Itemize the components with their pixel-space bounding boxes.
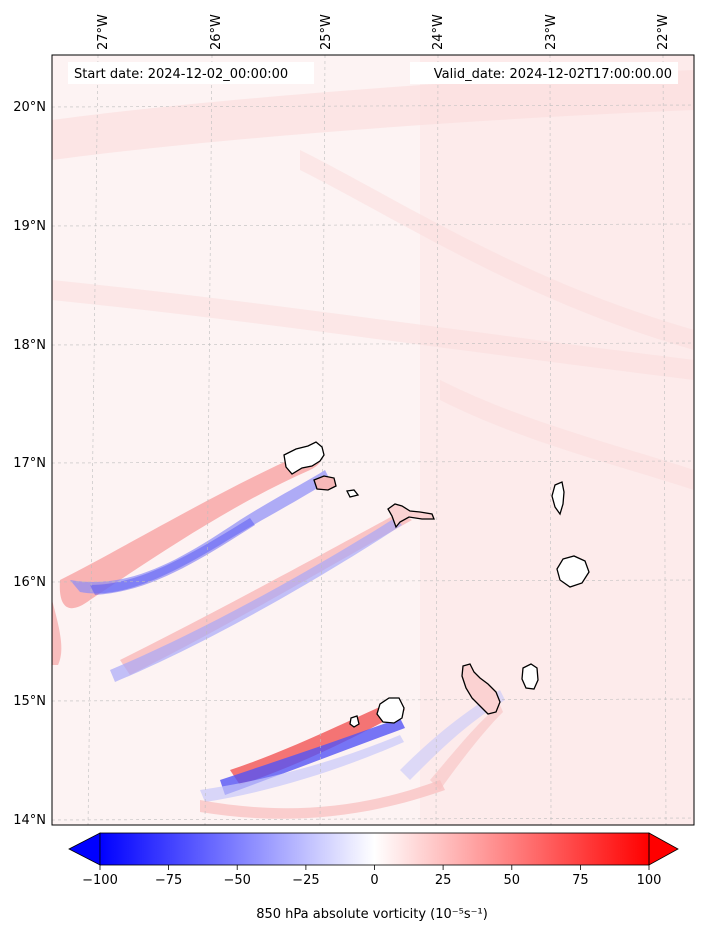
latitude-labels: 20°N 19°N 18°N 17°N 16°N 15°N 14°N	[13, 100, 46, 828]
start-date-box	[68, 62, 314, 84]
lon-label-22w: 22°W	[656, 14, 671, 50]
longitude-labels: 27°W 26°W 25°W 24°W 23°W 22°W	[96, 14, 671, 50]
coastlines	[283, 441, 590, 728]
colorbar-min-extension	[68, 832, 101, 866]
island-santiago	[461, 663, 501, 715]
colorbar-tick-label: −50	[223, 873, 250, 888]
colorbar-ticks	[99, 865, 650, 870]
island-sao-nicolau	[387, 503, 435, 529]
colorbar-tick-label: 50	[504, 873, 521, 888]
colorbar-max-extension	[648, 832, 679, 866]
lat-label-19n: 19°N	[13, 219, 46, 234]
lat-label-14n: 14°N	[13, 813, 46, 828]
lat-label-15n: 15°N	[13, 694, 46, 709]
colorbar-tick-label: 100	[637, 873, 662, 888]
island-maio	[521, 663, 539, 690]
island-sal	[551, 481, 565, 516]
gridlines	[52, 55, 694, 825]
island-brava	[349, 715, 360, 728]
map-panel	[51, 54, 695, 826]
colorbar-label: 850 hPa absolute vorticity (10⁻⁵s⁻¹)	[256, 907, 488, 922]
lat-label-20n: 20°N	[13, 100, 46, 115]
island-santo-antao	[283, 441, 325, 475]
colorbar-tick-label: 0	[370, 873, 378, 888]
island-fogo	[376, 697, 405, 724]
map-frame	[51, 54, 695, 826]
island-sao-vicente	[313, 475, 337, 491]
colorbar-tick-label: −25	[292, 873, 319, 888]
colorbar-gradient	[100, 833, 649, 865]
lon-label-27w: 27°W	[96, 14, 111, 50]
lon-label-24w: 24°W	[431, 14, 446, 50]
date-info: Start date: 2024-12-02_00:00:00 Valid_da…	[68, 62, 678, 84]
island-santa-luzia	[346, 489, 360, 498]
colorbar-tick-label: 75	[572, 873, 589, 888]
colorbar-tick-label: 25	[435, 873, 452, 888]
lon-label-25w: 25°W	[319, 14, 334, 50]
lat-label-18n: 18°N	[13, 338, 46, 353]
lat-label-17n: 17°N	[13, 456, 46, 471]
valid-date-box	[410, 62, 678, 84]
start-date-label: Start date: 2024-12-02_00:00:00	[74, 67, 288, 82]
lon-label-23w: 23°W	[544, 14, 559, 50]
vorticity-field	[52, 55, 694, 825]
lat-label-16n: 16°N	[13, 575, 46, 590]
colorbar-tick-label: −100	[82, 873, 118, 888]
valid-date-label: Valid_date: 2024-12-02T17:00:00.00	[434, 67, 672, 82]
lon-label-26w: 26°W	[209, 14, 224, 50]
colorbar-tick-label: −75	[155, 873, 182, 888]
colorbar: −100 −75 −50 −25 0 25 50 75 100 850 hPa …	[68, 832, 679, 922]
island-boa-vista	[556, 555, 590, 588]
